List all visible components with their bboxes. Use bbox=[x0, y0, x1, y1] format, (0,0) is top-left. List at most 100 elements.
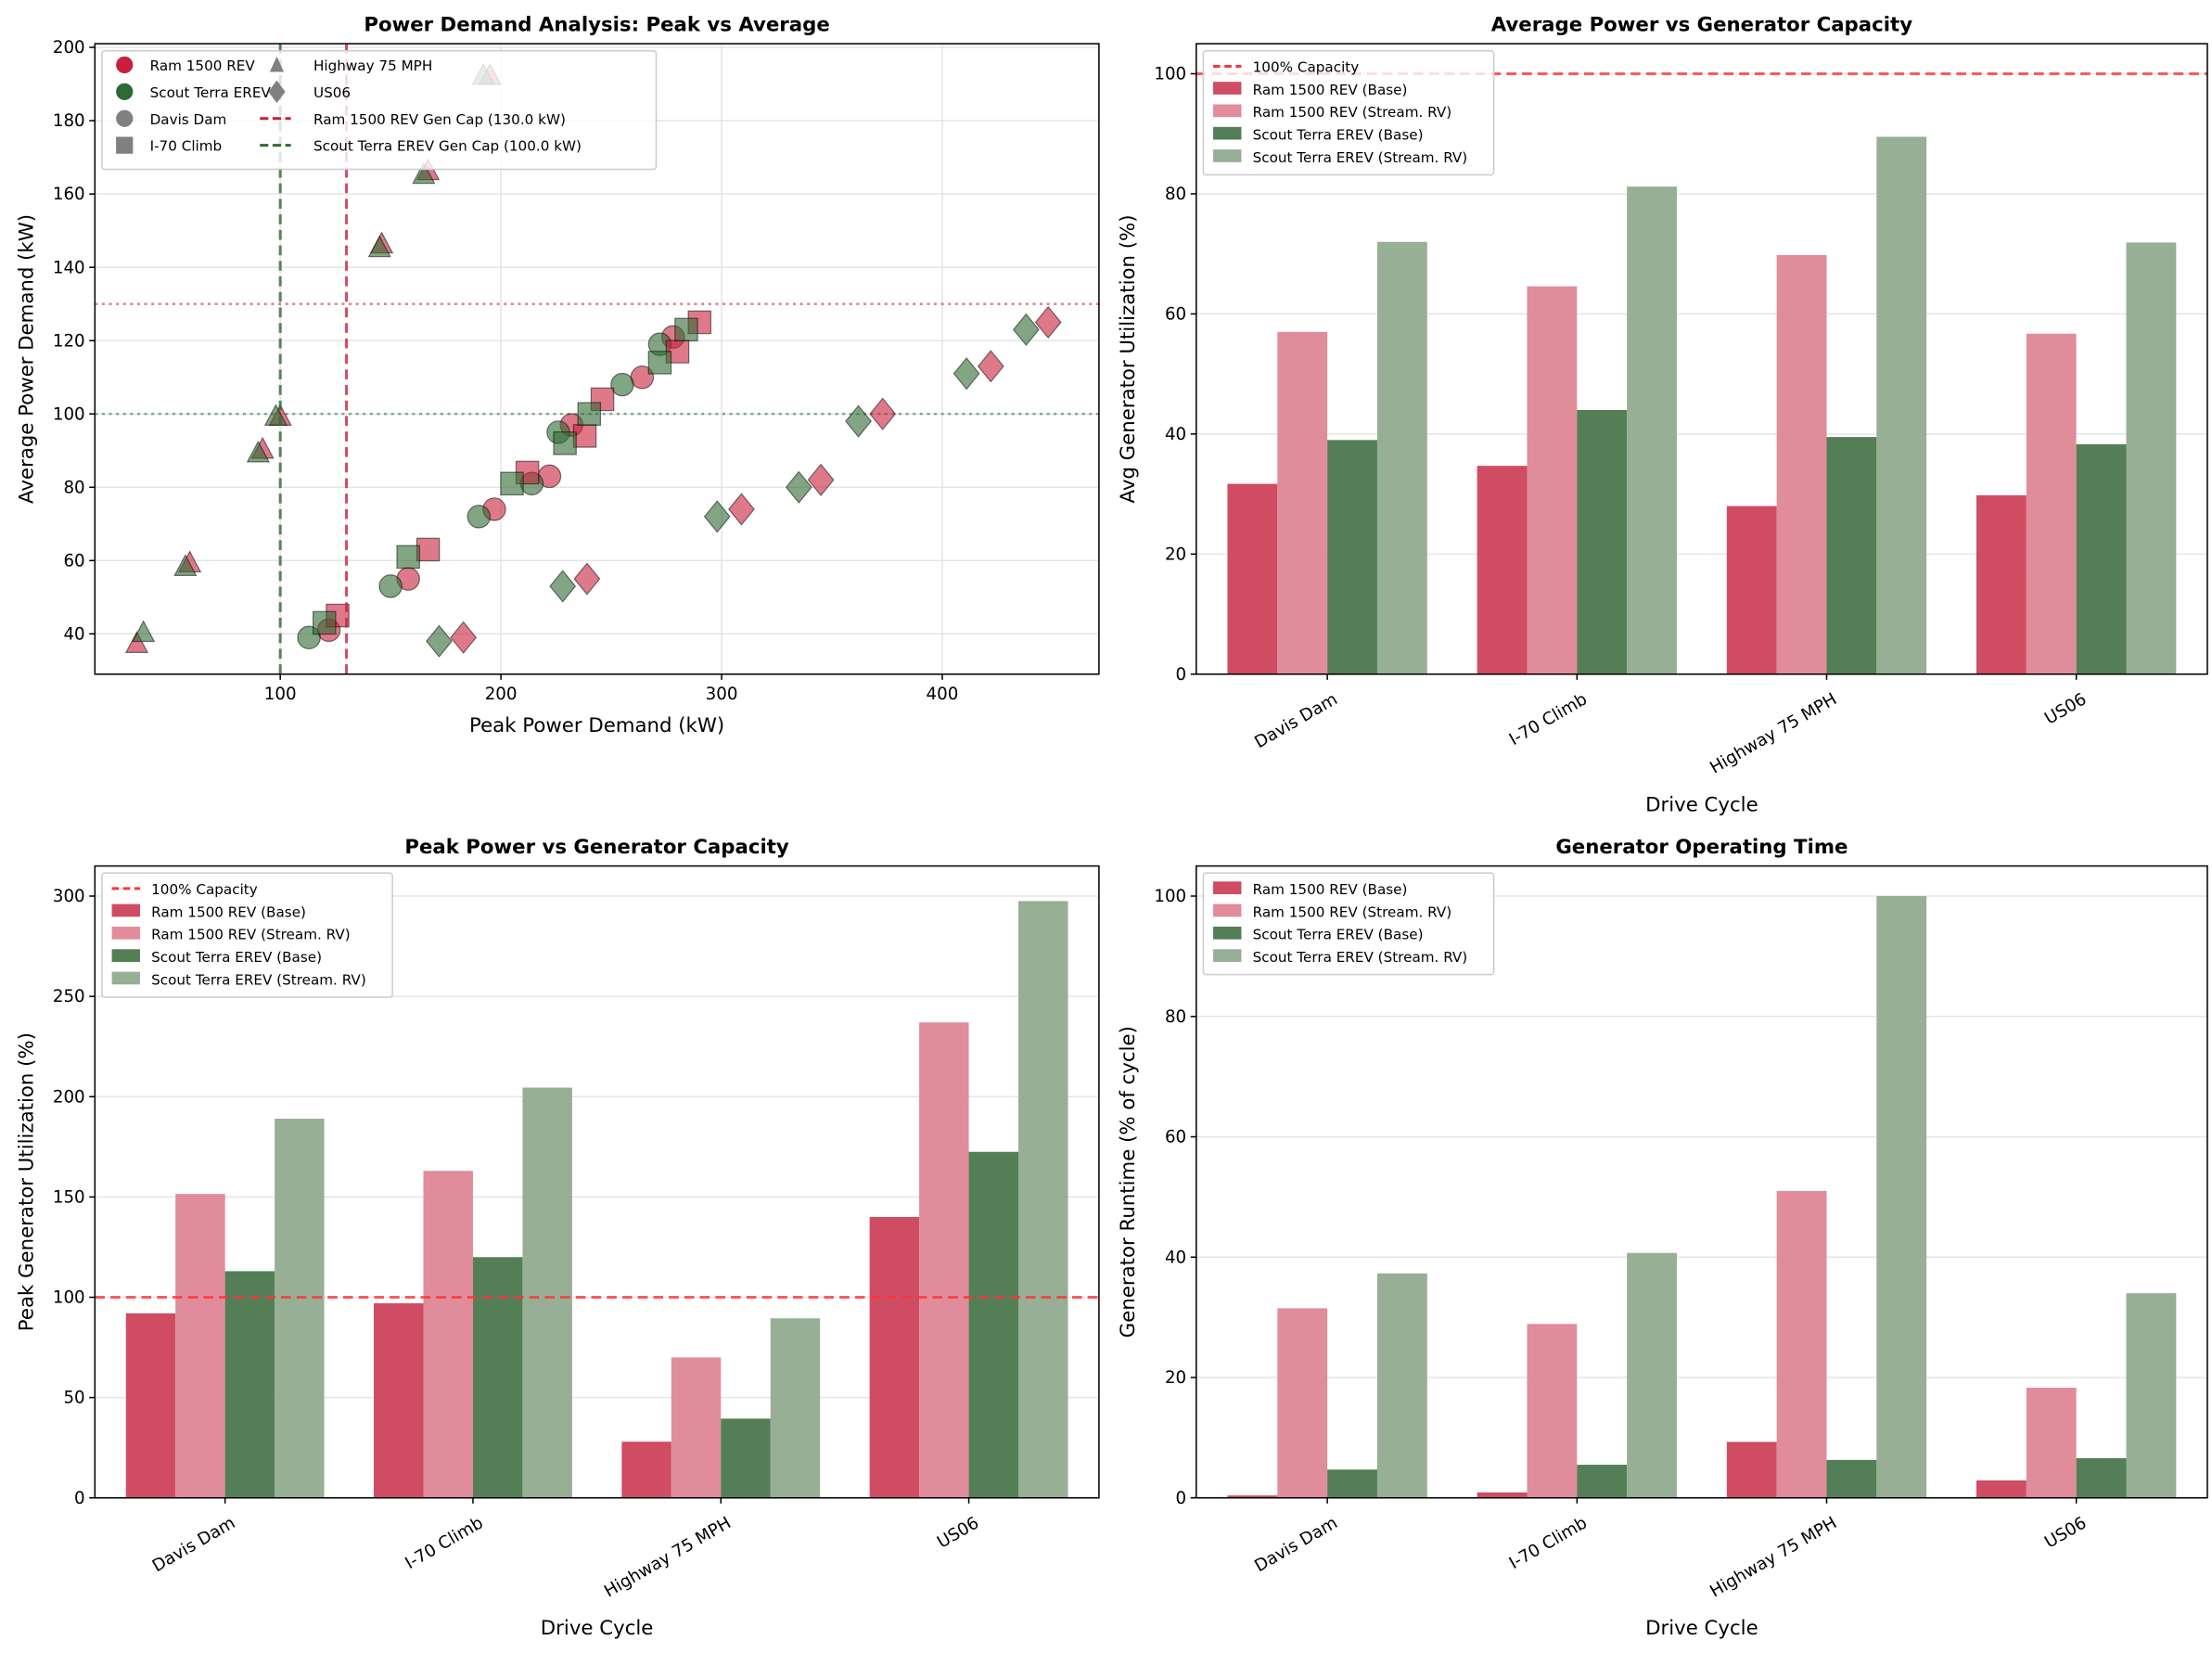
x-tick-label: 400 bbox=[927, 685, 959, 704]
bar bbox=[522, 1087, 572, 1498]
bar bbox=[472, 1257, 523, 1498]
y-axis-label: Generator Runtime (% of cycle) bbox=[1117, 1026, 1140, 1338]
bar bbox=[1577, 409, 1628, 674]
panel-3: 0 20 40 60 80 100 Generator Operating Time Driv… bbox=[1117, 836, 2208, 1640]
legend-label: 100% Capacity bbox=[1253, 59, 1360, 76]
y-tick-label: 200 bbox=[53, 38, 85, 58]
x-axis-label: Drive Cycle bbox=[1645, 1617, 1758, 1640]
y-tick-label: 200 bbox=[53, 1087, 85, 1107]
bar bbox=[1976, 494, 2027, 674]
bar bbox=[2026, 333, 2077, 674]
bar bbox=[721, 1418, 771, 1498]
bar bbox=[1577, 1465, 1628, 1498]
bar bbox=[968, 1151, 1019, 1498]
data-point bbox=[500, 471, 524, 496]
bar bbox=[1327, 440, 1377, 674]
chart-title: Peak Power vs Generator Capacity bbox=[404, 836, 789, 859]
data-point bbox=[572, 424, 597, 448]
y-tick-label: 160 bbox=[53, 185, 85, 204]
y-tick-label: 60 bbox=[1165, 304, 1186, 324]
x-tick-label: 300 bbox=[706, 685, 738, 704]
bar bbox=[671, 1357, 722, 1498]
x-tick-label: I-70 Climb bbox=[1506, 1513, 1591, 1573]
legend-label: Davis Dam bbox=[150, 111, 227, 128]
data-point bbox=[553, 431, 577, 455]
legend-label: Ram 1500 REV (Stream. RV) bbox=[1253, 104, 1452, 121]
legend-marker bbox=[116, 109, 134, 127]
y-tick-label: 140 bbox=[53, 258, 85, 277]
y-axis-label: Avg Generator Utilization (%) bbox=[1117, 214, 1140, 503]
bar bbox=[1227, 1495, 1278, 1498]
bar bbox=[1776, 254, 1827, 674]
y-tick-label: 20 bbox=[1165, 545, 1186, 564]
bar bbox=[1376, 241, 1427, 674]
bar bbox=[2126, 242, 2177, 674]
legend-label: Scout Terra EREV (Base) bbox=[151, 949, 322, 966]
legend: 100% Capacity Ram 1500 REV (Base) Ram 1500… bbox=[101, 872, 393, 998]
x-tick-label: US06 bbox=[2041, 1513, 2090, 1552]
legend-label: Scout Terra EREV (Base) bbox=[1253, 127, 1424, 144]
data-point bbox=[977, 350, 1004, 383]
bar bbox=[2126, 1293, 2177, 1498]
y-tick-label: 100 bbox=[53, 1288, 85, 1308]
legend-label: Ram 1500 REV (Stream. RV) bbox=[1253, 903, 1452, 920]
legend-marker bbox=[116, 56, 134, 74]
y-tick-label: 120 bbox=[53, 331, 85, 351]
data-point bbox=[367, 235, 391, 258]
y-tick-label: 50 bbox=[63, 1389, 84, 1408]
bar bbox=[1477, 1492, 1528, 1498]
x-tick-label: I-70 Climb bbox=[1506, 689, 1591, 750]
bar bbox=[1018, 901, 1068, 1498]
x-tick-label: Davis Dam bbox=[149, 1513, 239, 1576]
y-tick-label: 80 bbox=[1165, 185, 1186, 204]
data-point bbox=[577, 402, 602, 427]
y-tick-label: 40 bbox=[1165, 1248, 1186, 1267]
x-tick-label: Davis Dam bbox=[1251, 1513, 1341, 1576]
x-tick-label: Highway 75 MPH bbox=[601, 1513, 735, 1601]
legend-label: Ram 1500 REV bbox=[150, 58, 256, 74]
y-tick-label: 100 bbox=[53, 404, 85, 424]
bar bbox=[423, 1171, 473, 1498]
legend-label: Ram 1500 REV (Base) bbox=[1253, 881, 1408, 898]
y-tick-label: 60 bbox=[1165, 1128, 1186, 1147]
chart-title: Generator Operating Time bbox=[1555, 836, 1848, 859]
x-tick-label: US06 bbox=[2041, 689, 2090, 728]
x-tick-label: 100 bbox=[264, 685, 297, 704]
legend-box bbox=[1202, 49, 1495, 176]
legend-label: Ram 1500 REV (Base) bbox=[151, 903, 306, 920]
data-point bbox=[426, 624, 453, 658]
legend: 100% Capacity Ram 1500 REV (Base) Ram 1500… bbox=[1202, 49, 1495, 176]
axes-frame bbox=[1196, 43, 2208, 675]
x-tick-label: I-70 Climb bbox=[402, 1513, 486, 1573]
x-tick-label: 200 bbox=[485, 685, 518, 704]
legend: Ram 1500 REV Scout Terra EREV Davis Dam I-7… bbox=[101, 49, 658, 171]
data-point bbox=[869, 397, 897, 430]
bar bbox=[869, 1217, 920, 1498]
legend-label: Scout Terra EREV (Stream. RV) bbox=[151, 971, 366, 988]
data-point bbox=[396, 545, 420, 570]
data-point bbox=[312, 610, 337, 635]
bar bbox=[1627, 186, 1677, 674]
y-tick-label: 40 bbox=[1165, 425, 1186, 444]
legend-marker bbox=[269, 56, 285, 72]
data-point bbox=[378, 574, 403, 598]
data-point bbox=[549, 570, 577, 603]
legend-box bbox=[101, 49, 658, 171]
y-axis-label: Average Power Demand (kW) bbox=[15, 214, 38, 504]
legend-swatch bbox=[1213, 881, 1242, 894]
data-point bbox=[807, 463, 835, 497]
bar bbox=[1826, 1459, 1877, 1498]
bar bbox=[1627, 1252, 1677, 1498]
legend-swatch bbox=[1213, 926, 1242, 940]
legend-box bbox=[1202, 872, 1495, 976]
bar bbox=[1327, 1469, 1377, 1498]
y-tick-label: 80 bbox=[1165, 1007, 1186, 1027]
data-point bbox=[727, 493, 755, 526]
x-tick-label: Highway 75 MPH bbox=[1707, 689, 1840, 777]
legend-swatch bbox=[1213, 82, 1242, 95]
chart-title: Power Demand Analysis: Peak vs Average bbox=[364, 13, 829, 36]
legend-swatch bbox=[1213, 949, 1242, 962]
data-point bbox=[124, 631, 149, 653]
bar bbox=[125, 1313, 176, 1498]
